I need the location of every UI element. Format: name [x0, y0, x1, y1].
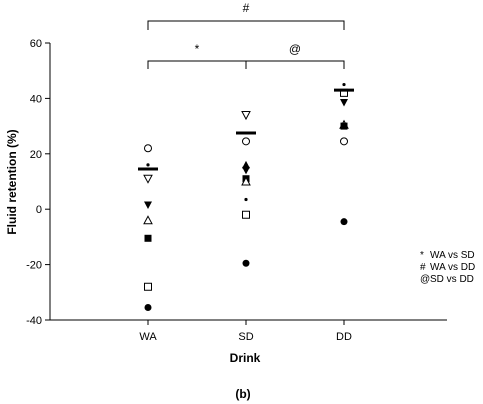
significance-bracket [245, 60, 345, 69]
significance-symbol: * [195, 42, 200, 56]
y-axis-title: Fluid retention (%) [5, 129, 19, 234]
y-tick-label: -40 [26, 315, 42, 327]
data-point [242, 259, 250, 267]
data-point [242, 137, 250, 146]
data-point [340, 122, 348, 130]
data-point [340, 137, 348, 146]
significance-bracket [147, 60, 247, 69]
significance-brackets: * @ # [147, 1, 345, 69]
data-point [242, 166, 250, 175]
data-point [340, 99, 348, 107]
legend-entry: WA vs DD [430, 262, 475, 273]
y-tick-label: -20 [26, 260, 42, 272]
y-tick-label: 0 [36, 204, 42, 216]
legend-symbol: # [420, 262, 426, 273]
legend-entry: WA vs SD [430, 250, 475, 261]
data-point [143, 174, 153, 184]
y-tick-label: 20 [30, 149, 42, 161]
data-point [242, 210, 250, 219]
x-axis-title: Drink [230, 351, 261, 365]
legend: * WA vs SD # WA vs DD@ SD vs DD [420, 250, 475, 285]
significance-symbol: @ [289, 42, 301, 56]
data-point [144, 282, 152, 291]
x-tick-label: WA [139, 331, 157, 343]
legend-entry: SD vs DD [430, 274, 474, 285]
y-tick-label: 40 [30, 93, 42, 105]
panel-label: (b) [235, 387, 250, 401]
data-points [143, 82, 349, 312]
data-point [144, 304, 152, 312]
axes: -40 -20 0 20 40 60 WA SD DD [26, 38, 447, 343]
legend-symbol: * [420, 250, 424, 261]
x-tick-label: DD [336, 331, 352, 343]
data-point [146, 163, 150, 167]
data-point [342, 82, 346, 87]
data-point [340, 218, 348, 226]
data-point [144, 144, 152, 153]
y-tick-label: 60 [30, 38, 42, 50]
data-point [144, 234, 152, 242]
data-point [241, 176, 251, 186]
data-point [144, 201, 152, 210]
legend-symbol: @ [420, 274, 430, 285]
mean-bars [138, 88, 354, 171]
data-point [241, 111, 251, 121]
significance-symbol: # [243, 1, 250, 15]
data-point [244, 197, 248, 202]
significance-bracket [147, 20, 345, 30]
data-point [242, 160, 250, 169]
data-point [143, 215, 153, 225]
x-tick-label: SD [238, 331, 253, 343]
